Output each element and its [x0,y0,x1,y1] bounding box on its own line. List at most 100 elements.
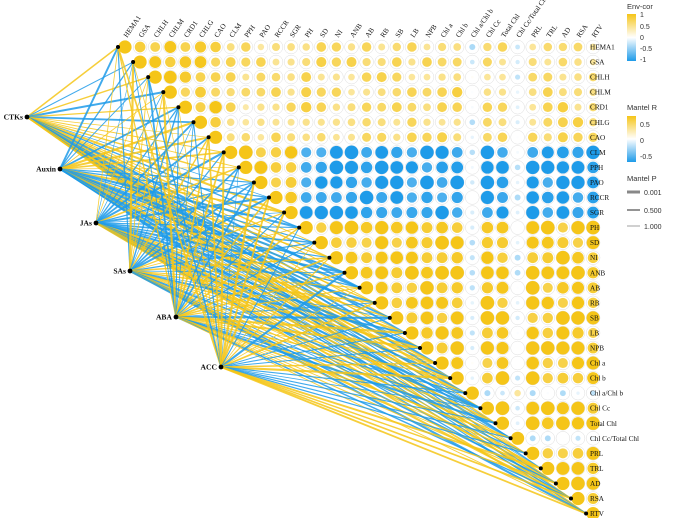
correlation-cell [437,57,447,67]
cell-outline [510,160,525,175]
correlation-cell [572,206,584,219]
correlation-cell [590,390,596,396]
mantel-link-line [175,122,194,318]
cell-outline [570,446,586,461]
correlation-cell [391,102,402,113]
cell-outline [480,85,495,100]
cell-outline [555,145,571,160]
correlation-cell [405,221,419,234]
mantel-link-line [95,166,240,224]
cell-outline [193,69,208,85]
correlation-cell [469,285,475,291]
correlation-cell [254,175,268,190]
cell-outline [163,39,178,55]
cell-outline [193,54,208,70]
cell-outline [555,325,571,341]
correlation-cell [470,105,474,109]
cell-outline [268,39,284,55]
mantel-link-line [220,197,270,368]
correlation-cell [484,73,491,81]
correlation-cell [525,371,540,385]
correlation-cell [316,56,327,68]
correlation-cell [331,192,342,203]
correlation-cell [541,417,554,430]
correlation-cell [556,250,570,265]
correlation-cell [541,401,555,415]
cell-outline [374,265,389,280]
correlation-cell [407,117,417,127]
mantel-link-line [220,227,300,368]
correlation-cell [586,416,600,430]
correlation-cell [193,115,208,129]
cell-outline [374,69,389,85]
cell-outline [389,235,404,250]
correlation-cell [573,132,583,143]
correlation-cell [586,446,600,460]
correlation-cell [496,206,509,219]
cell-outline [268,160,284,175]
cell-outline [525,54,540,70]
cell-outline [434,145,450,160]
col-label-ad: AD [560,26,573,39]
mantel-link-line [220,257,330,368]
correlation-cell [587,267,599,279]
cell-outline [238,130,253,145]
cell-outline [163,69,178,85]
row-label-anb: ANB [590,269,605,277]
cell-outline [359,205,374,220]
cell-outline [450,100,465,115]
cell-outline [495,250,510,265]
cell-outline [585,145,601,160]
correlation-cell [526,356,539,370]
correlation-cell [316,102,327,112]
mantel-link-line [95,196,270,224]
correlation-cell [392,87,402,97]
cell-outline [344,190,359,205]
mantel-r-tick: 0 [640,138,644,145]
cell-outline [585,431,601,446]
cell-outline [510,386,525,401]
correlation-cell [331,57,342,67]
cell-outline [555,54,571,70]
cell-outline [450,85,465,100]
correlation-cell [375,236,389,250]
correlation-cell [542,357,553,369]
correlation-cell [271,132,281,143]
cell-outline [359,54,374,70]
correlation-cell [423,118,431,126]
cell-outline [253,115,269,130]
cell-outline [374,280,389,295]
cell-outline [465,69,480,85]
correlation-cell [587,252,599,264]
correlation-cell [483,42,492,52]
mantel-link-line [175,316,572,500]
mantel-link-line [220,366,526,454]
correlation-cell [377,58,386,67]
link-endpoint [418,346,422,350]
correlation-cell [571,417,585,430]
correlation-cell [302,43,310,51]
mantel-p-tick: 1.000 [644,224,662,231]
cell-outline [510,401,525,416]
cell-outline [555,265,571,280]
cell-outline [434,85,450,100]
correlation-cell [571,341,585,355]
mantel-link-line [220,317,390,368]
correlation-cell [393,133,401,141]
correlation-cell [421,266,433,279]
correlation-cell [515,315,520,321]
cell-outline [419,280,435,295]
correlation-cell [557,222,568,233]
correlation-cell [470,180,475,185]
cell-outline [208,39,223,55]
cell-outline [465,220,480,235]
cell-outline [510,416,525,431]
col-label-clm: CLM [228,21,244,39]
cell-outline [465,250,480,265]
cell-outline [465,340,480,356]
correlation-cell [302,133,310,142]
cell-outline [480,250,495,265]
link-endpoint [131,60,136,65]
link-endpoint [342,270,347,275]
cell-outline [585,85,601,100]
